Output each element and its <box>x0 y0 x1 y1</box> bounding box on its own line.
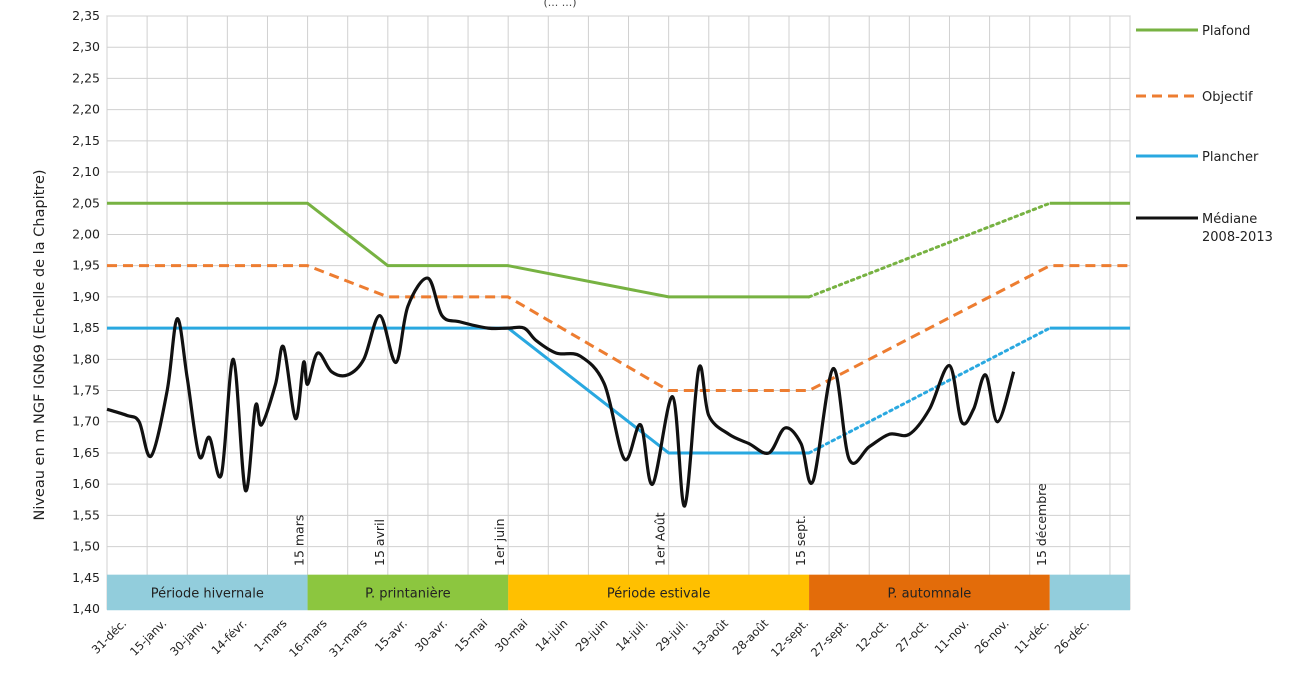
x-tick-label: 30-avr. <box>412 616 450 654</box>
date-marker-label: 15 décembre <box>1034 483 1049 566</box>
x-tick-label: 11-déc. <box>1011 616 1051 656</box>
series-line-m-diane-2008-2013 <box>106 276 1016 508</box>
x-tick-label: 26-déc. <box>1052 616 1092 656</box>
legend-label: Médiane <box>1202 212 1257 227</box>
x-tick-label: 29-juin <box>573 616 611 654</box>
period-label: P. automnale <box>887 586 971 601</box>
series-line-plancher-projection <box>807 326 1052 455</box>
y-axis-label: Niveau en m NGF IGN69 (Echelle de la Cha… <box>32 169 48 520</box>
y-tick-label: 1,60 <box>72 476 100 491</box>
legend-label: Plancher <box>1202 150 1259 165</box>
x-tick-label: 14-févr. <box>208 616 249 657</box>
period-band <box>307 574 509 611</box>
y-tick-label: 2,05 <box>72 195 100 210</box>
y-tick-label: 1,95 <box>72 258 100 273</box>
y-tick-label: 2,00 <box>72 226 100 241</box>
x-tick-label: 27-oct. <box>893 616 932 655</box>
x-tick-label: 30-janv. <box>167 616 209 658</box>
x-tick-label: 15-janv. <box>127 616 169 658</box>
x-tick-label: 14-juin <box>532 616 570 654</box>
legend: Plafond Objectif Plancher Médiane 2008-2013 <box>1136 24 1273 245</box>
y-tick-label: 2,25 <box>72 70 100 85</box>
x-tick-label: 11-nov. <box>932 616 972 656</box>
x-tick-label: 26-nov. <box>972 616 1012 656</box>
y-tick-label: 1,85 <box>72 320 100 335</box>
x-tick-label: 16-mars <box>286 616 330 660</box>
date-marker-label: 15 avril <box>372 519 387 566</box>
y-tick-label: 1,90 <box>72 289 100 304</box>
x-tick-label: 27-sept. <box>808 616 851 659</box>
period-label: Période hivernale <box>151 586 264 601</box>
date-marker-label: 15 sept. <box>793 515 808 566</box>
x-tick-labels: 31-déc.15-janv.30-janv. 14-févr. 1-mars16-… <box>89 616 1092 660</box>
chart-subtitle: (... ...) <box>543 0 576 9</box>
series-lines <box>106 201 1130 508</box>
date-marker-label: 1er juin <box>492 518 507 566</box>
x-tick-label: 15-avr. <box>372 616 410 654</box>
period-label: Période estivale <box>607 586 710 601</box>
period-band <box>809 574 1050 611</box>
x-tick-label: 31-mars <box>326 616 370 660</box>
y-tick-label: 2,30 <box>72 39 100 54</box>
legend-label: Plafond <box>1202 24 1250 39</box>
x-tick-label: 14-juil. <box>613 616 651 654</box>
date-markers: 15 mars 15 avril 1er juin 1er Août 15 sept. 1… <box>292 483 1049 566</box>
y-tick-label: 1,50 <box>72 539 100 554</box>
y-tick-label: 1,70 <box>72 414 100 429</box>
series-line-plafond-projection <box>807 201 1052 299</box>
grid <box>106 15 1131 610</box>
y-tick-label: 2,20 <box>72 102 100 117</box>
y-tick-labels: 1,40 1,45 1,50 1,55 1,60 1,65 1,70 1,75 1,80 1,85… <box>72 8 100 616</box>
x-tick-label: 29-juil. <box>653 616 691 654</box>
y-tick-label: 1,45 <box>72 570 100 585</box>
x-tick-label: 31-déc. <box>89 616 129 656</box>
y-tick-label: 1,80 <box>72 351 100 366</box>
y-tick-label: 1,40 <box>72 601 100 616</box>
y-tick-label: 2,15 <box>72 133 100 148</box>
y-tick-label: 2,35 <box>72 8 100 23</box>
y-tick-label: 1,75 <box>72 383 100 398</box>
y-tick-label: 2,10 <box>72 164 100 179</box>
x-tick-label: 28-août <box>730 616 772 658</box>
y-tick-label: 1,55 <box>72 507 100 522</box>
period-band <box>1049 574 1130 611</box>
series-line-plancher <box>107 326 810 455</box>
x-tick-label: 13-août <box>689 616 731 658</box>
period-band <box>508 574 810 611</box>
y-tick-label: 1,65 <box>72 445 100 460</box>
period-band <box>107 574 308 611</box>
period-bands: Période hivernale P. printanière Période e… <box>107 574 1130 611</box>
plot-area <box>106 15 1131 610</box>
date-marker-label: 15 mars <box>292 515 307 566</box>
period-label: P. printanière <box>365 586 451 601</box>
series-line-objectif <box>107 264 1130 393</box>
x-tick-label: 12-sept. <box>768 616 811 659</box>
x-tick-label: 12-oct. <box>853 616 892 655</box>
x-tick-label: 30-mai <box>492 616 530 654</box>
legend-label: 2008-2013 <box>1202 230 1273 245</box>
date-marker-label: 1er Août <box>653 512 668 566</box>
legend-label: Objectif <box>1202 90 1253 105</box>
x-tick-label: 15-mai <box>452 616 490 654</box>
x-tick-label: 1-mars <box>251 616 289 654</box>
series-line-plafond <box>107 201 810 299</box>
